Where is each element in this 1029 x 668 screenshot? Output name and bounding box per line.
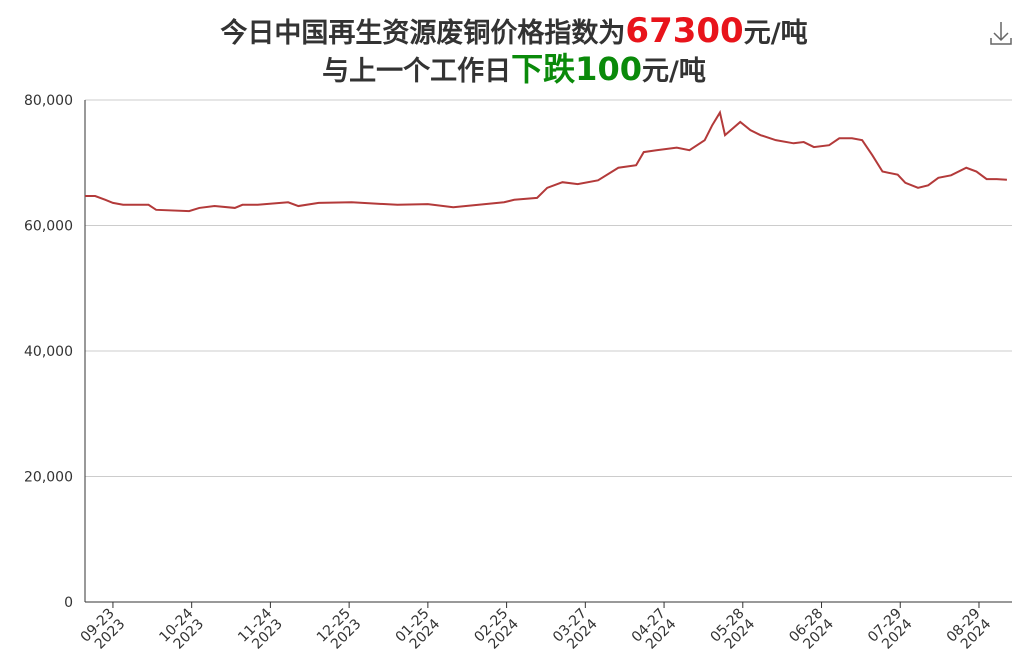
x-tick-label: 04-272024	[629, 605, 680, 656]
title-prefix: 今日中国再生资源废铜价格指数为	[220, 17, 625, 49]
title-unit: 元/吨	[744, 18, 808, 49]
x-tick-label: 08-292024	[944, 605, 995, 656]
price-line	[85, 109, 1007, 213]
x-tick-label: 11-242023	[235, 605, 286, 656]
subtitle-unit: 元/吨	[642, 56, 706, 87]
subtitle-value: 100	[575, 50, 642, 88]
x-tick-label: 07-292024	[865, 605, 916, 656]
x-tick-label: 05-282024	[708, 605, 759, 656]
y-tick-label: 0	[64, 595, 73, 611]
x-tick-label: 03-272024	[550, 605, 601, 656]
x-tick-label: 12-252023	[314, 606, 365, 657]
x-tick-label: 02-252024	[471, 605, 522, 656]
y-tick-label: 40,000	[24, 344, 73, 360]
x-tick-label: 06-282024	[786, 605, 837, 656]
y-tick-label: 80,000	[24, 93, 73, 109]
title-value: 67300	[625, 11, 743, 51]
download-button[interactable]	[990, 22, 1012, 45]
download-icon[interactable]	[990, 22, 1012, 45]
chart-subtitle: 与上一个工作日下跌100元/吨	[322, 50, 706, 88]
x-tick-label: 01-252024	[393, 605, 444, 656]
x-tick-label: 10-242023	[156, 605, 207, 656]
x-tick-label: 09-232023	[78, 606, 129, 657]
chart-title: 今日中国再生资源废铜价格指数为67300元/吨	[220, 11, 807, 51]
y-tick-label: 60,000	[24, 219, 73, 235]
y-tick-label: 20,000	[24, 470, 73, 486]
subtitle-change: 下跌	[511, 50, 575, 88]
subtitle-prefix: 与上一个工作日	[322, 56, 511, 87]
